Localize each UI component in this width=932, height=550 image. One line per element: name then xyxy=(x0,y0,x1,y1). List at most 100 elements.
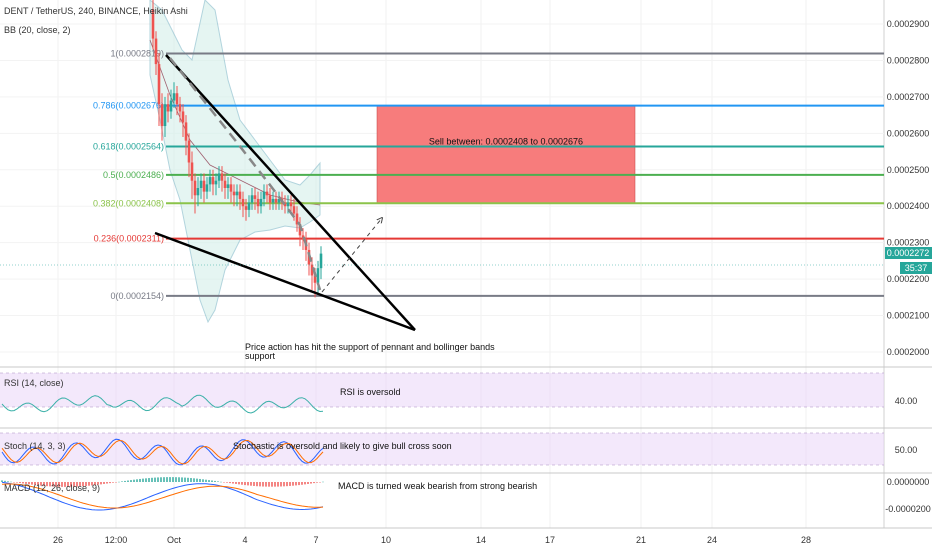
macd-histogram-bar xyxy=(16,482,18,483)
macd-histogram-bar xyxy=(52,482,54,487)
candle xyxy=(316,260,320,294)
macd-histogram-bar xyxy=(307,482,309,484)
last-price-tag xyxy=(885,247,932,259)
candle xyxy=(232,184,236,207)
candle xyxy=(184,115,188,156)
macd-histogram-bar xyxy=(199,478,201,482)
price-tick-label: 0.0002900 xyxy=(887,19,930,29)
fib-level-label: 0.618(0.0002564) xyxy=(93,141,164,151)
macd-histogram-bar xyxy=(100,482,102,485)
candle xyxy=(196,177,200,207)
macd-histogram-bar xyxy=(187,477,189,482)
countdown-tag xyxy=(900,262,932,274)
candle xyxy=(160,93,164,141)
fib-level-0_786[interactable]: 0.786(0.0002676) xyxy=(93,101,884,111)
macd-histogram-bar xyxy=(226,482,228,483)
macd-histogram-bar xyxy=(244,482,246,486)
macd-histogram-bar xyxy=(127,480,129,482)
macd-histogram-bar xyxy=(295,482,297,486)
macd-histogram-bar xyxy=(76,482,78,487)
candle xyxy=(205,177,209,199)
fib-level-label: 0(0.0002154) xyxy=(110,291,164,301)
macd-histogram-bar xyxy=(91,482,93,486)
candle xyxy=(208,169,212,192)
macd-histogram-bar xyxy=(283,482,285,487)
candle xyxy=(265,184,269,203)
stoch-note: Stochastic is oversold and likely to giv… xyxy=(233,441,452,451)
fib-level-0[interactable]: 0(0.0002154) xyxy=(110,291,884,301)
macd-histogram-bar xyxy=(154,477,156,482)
candle xyxy=(154,31,158,76)
macd-histogram-bar xyxy=(67,482,69,487)
macd-histogram-bar xyxy=(175,477,177,482)
macd-histogram-bar xyxy=(130,480,132,482)
candle xyxy=(187,133,191,178)
pennant-lower-trendline[interactable] xyxy=(154,231,416,332)
time-tick-label: 4 xyxy=(242,535,247,545)
fib-level-0_236[interactable]: 0.236(0.0002311) xyxy=(94,234,884,244)
candle xyxy=(223,173,227,199)
macd-histogram-bar xyxy=(214,480,216,482)
candle xyxy=(217,166,221,188)
sell-zone-box[interactable] xyxy=(376,105,636,204)
macd-histogram-bar xyxy=(163,477,165,482)
dashed-price-path[interactable] xyxy=(169,57,322,291)
macd-histogram-bar xyxy=(10,481,12,483)
macd-histogram-bar xyxy=(184,477,186,482)
stoch-tick: 50.00 xyxy=(895,445,918,455)
candle xyxy=(229,177,233,203)
macd-histogram-bar xyxy=(256,482,258,487)
macd-histogram-bar xyxy=(13,482,15,483)
candle xyxy=(247,195,251,218)
macd-histogram-bar xyxy=(142,478,144,482)
pennant-upper-trendline[interactable] xyxy=(165,54,416,331)
macd-histogram-bar xyxy=(301,482,303,485)
macd-histogram-bar xyxy=(55,482,57,487)
candle xyxy=(241,191,245,218)
time-tick-label: 12:00 xyxy=(105,535,128,545)
price-tick-label: 0.0002500 xyxy=(887,165,930,175)
macd-histogram-bar xyxy=(178,477,180,482)
macd-histogram-bar xyxy=(70,482,72,487)
candle xyxy=(202,173,206,203)
price-axis-ticks: 0.0002900 0.0002800 0.0002700 0.0002600 0.00… xyxy=(887,19,930,357)
macd-histogram-bar xyxy=(277,482,279,487)
macd-histogram-bar xyxy=(115,482,117,483)
macd-histogram-bar xyxy=(37,482,39,486)
price-axis[interactable] xyxy=(884,0,932,550)
macd-histogram-bar xyxy=(289,482,291,486)
macd-histogram-bar xyxy=(82,482,84,487)
candle xyxy=(259,191,263,214)
candle xyxy=(238,184,242,210)
bb-indicator-title: BB (20, close, 2) xyxy=(4,25,71,35)
fib-level-1[interactable]: 1(0.0002819) xyxy=(110,49,884,59)
candle xyxy=(163,96,167,137)
macd-tick-neg: -0.0000200 xyxy=(885,504,931,514)
candle xyxy=(283,195,287,214)
macd-histogram-bar xyxy=(196,478,198,482)
time-tick-label: 21 xyxy=(636,535,646,545)
fib-level-0_5[interactable]: 0.5(0.0002486) xyxy=(103,170,884,180)
stoch-title: Stoch (14, 3, 3) xyxy=(4,441,66,451)
candle xyxy=(172,82,176,108)
time-tick-label: 26 xyxy=(53,535,63,545)
macd-histogram-bar xyxy=(262,482,264,487)
price-tick-label: 0.0002800 xyxy=(887,55,930,65)
time-tick-label: 24 xyxy=(707,535,717,545)
macd-histogram-bar xyxy=(61,482,63,487)
rsi-band xyxy=(0,373,884,407)
time-tick-label: 7 xyxy=(313,535,318,545)
candle xyxy=(253,188,257,210)
macd-histogram-bar xyxy=(25,482,27,484)
candle xyxy=(268,188,272,210)
macd-histogram-bar xyxy=(169,477,171,482)
macd-histogram-bar xyxy=(139,478,141,482)
candle xyxy=(289,195,293,214)
macd-histogram-bar xyxy=(145,478,147,482)
fib-level-0_618[interactable]: 0.618(0.0002564) xyxy=(93,141,884,151)
macd-histogram-bar xyxy=(202,479,204,482)
macd-histogram-bar xyxy=(238,482,240,485)
macd-histogram-bar xyxy=(85,482,87,486)
macd-histogram-bar xyxy=(298,482,300,486)
